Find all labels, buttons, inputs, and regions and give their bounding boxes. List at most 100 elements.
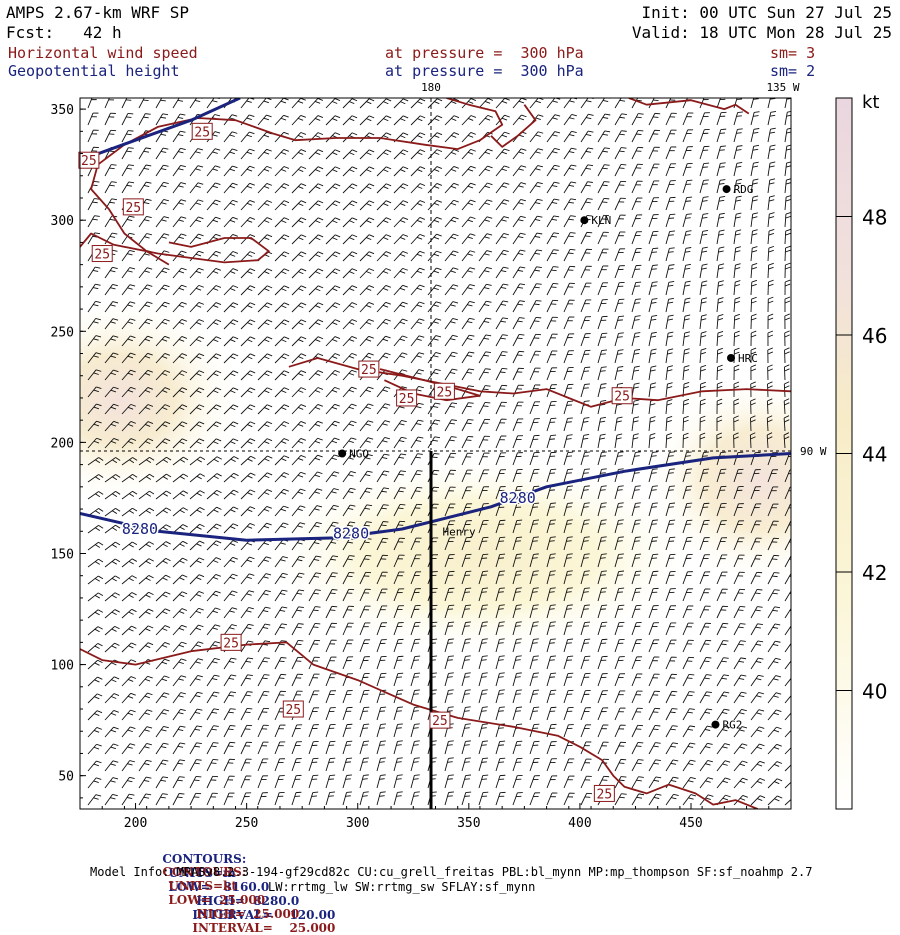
barb-feather [584,554,589,555]
barb-feather [434,454,439,455]
barb-feather [600,541,605,542]
barb-feather [635,452,640,453]
barb-feather [584,486,589,487]
barb-feather [601,367,606,368]
barb-feather [566,575,571,576]
barb-feather [567,418,572,419]
barb-shaft [785,248,786,261]
barb-feather [483,588,488,589]
barb-feather [517,338,522,339]
barb-feather [532,558,537,559]
barb-feather [145,97,150,98]
barb-feather [533,554,538,555]
barb-feather [651,473,656,474]
barb-feather [532,541,537,542]
barb-feather [517,554,522,555]
barb-feather [618,320,623,321]
barb-feather [549,507,554,508]
barb-feather [381,525,386,526]
barb-feather [566,524,571,525]
barb-feather [600,473,605,474]
barb-feather [92,202,97,203]
barb-feather [600,490,605,491]
barb-feather [549,541,554,542]
barb-feather [500,588,505,589]
barb-feather [702,456,707,457]
barb-feather [566,422,571,423]
barb-feather [502,368,507,369]
barb-feather [601,554,606,555]
barb-feather [703,180,708,181]
barb-shaft [767,401,768,414]
barb-feather [618,469,623,470]
barb-feather [653,100,658,101]
barb-feather [109,168,114,169]
barb-feather [618,537,623,538]
barb-feather [585,384,590,385]
barb-feather [601,520,606,521]
barb-feather [398,508,403,509]
barb-feather [567,473,572,474]
barb-shaft [683,418,684,431]
barb-feather [567,571,572,572]
barb-feather [737,129,742,130]
barb-feather [551,520,556,521]
barb-feather [584,520,589,521]
barb-feather [702,184,707,185]
barb-feather [583,388,588,389]
barb-feather [619,571,624,572]
barb-feather [771,95,776,96]
barb-feather [634,524,639,525]
barb-feather [550,439,555,440]
barb-feather [651,490,656,491]
barb-feather [516,588,521,589]
barb-feather [634,490,639,491]
barb-feather [551,503,556,504]
barb-feather [636,117,641,118]
barb-feather [567,537,572,538]
barb-feather [415,474,420,475]
barb-feather [617,507,622,508]
barb-feather [687,469,692,470]
barb-feather [519,334,524,335]
barb-feather [600,456,605,457]
barb-feather [553,267,558,268]
barb-feather [636,554,641,555]
barb-feather [551,270,556,271]
barb-feather [515,592,520,593]
barb-feather [568,236,573,237]
barb-feather [602,452,607,453]
barb-feather [635,299,640,300]
barb-feather [602,185,607,186]
barb-feather [567,520,572,521]
barb-feather [687,486,692,487]
barb-feather [583,473,588,474]
barb-feather [651,456,656,457]
barb-feather [349,572,354,573]
barb-feather [636,537,641,538]
barb-feather [549,524,554,525]
barb-feather [585,452,590,453]
barb-feather [634,456,639,457]
barb-feather [669,248,674,249]
barb-feather [583,507,588,508]
barb-feather [737,116,742,117]
barb-feather [669,469,674,470]
barb-feather [686,201,691,202]
barb-feather [685,456,690,457]
barb-feather [704,452,709,453]
shade-left [0,300,240,500]
barb-feather [652,452,657,453]
barb-feather [583,490,588,491]
barb-feather [498,575,503,576]
barb-feather [533,571,538,572]
barb-feather [584,571,589,572]
barb-feather [686,452,691,453]
barb-feather [619,316,624,317]
barb-feather [685,218,690,219]
barb-feather [754,95,759,96]
barb-feather [332,590,337,591]
barb-feather [417,471,422,472]
barb-feather [617,337,622,338]
